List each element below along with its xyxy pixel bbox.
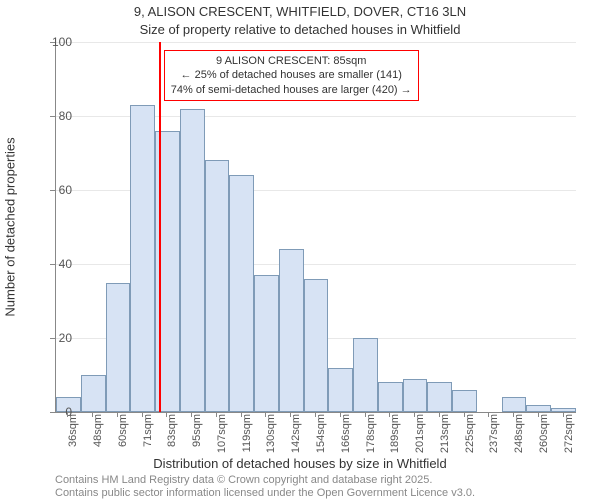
histogram-bar [502,397,527,412]
histogram-bar [180,109,205,412]
marker-info-line: 9 ALISON CRESCENT: 85sqm [171,54,412,68]
x-tick-label: 95sqm [191,414,203,454]
x-tick-label: 225sqm [464,414,476,454]
histogram-bar [452,390,477,412]
marker-info-line: 74% of semi-detached houses are larger (… [171,83,412,97]
histogram-bar [328,368,353,412]
x-tick-label: 60sqm [117,414,129,454]
x-tick-label: 36sqm [67,414,79,454]
histogram-bar [81,375,106,412]
y-tick-label: 40 [42,257,72,271]
y-tick-mark [50,264,55,265]
y-tick-mark [50,412,55,413]
chart-container: 9, ALISON CRESCENT, WHITFIELD, DOVER, CT… [0,0,600,500]
x-tick-label: 107sqm [216,414,228,454]
histogram-bar [229,175,254,412]
x-tick-label: 237sqm [488,414,500,454]
x-tick-label: 178sqm [365,414,377,454]
x-tick-label: 83sqm [166,414,178,454]
histogram-bar [353,338,378,412]
marker-info-box: 9 ALISON CRESCENT: 85sqm← 25% of detache… [164,50,419,101]
histogram-bar [254,275,279,412]
histogram-bar [378,382,403,412]
footer-line-1: Contains HM Land Registry data © Crown c… [55,474,432,486]
x-tick-label: 142sqm [290,414,302,454]
y-tick-mark [50,190,55,191]
histogram-bar [427,382,452,412]
y-tick-label: 20 [42,331,72,345]
y-tick-label: 100 [42,35,72,49]
y-tick-mark [50,338,55,339]
x-tick-label: 189sqm [389,414,401,454]
histogram-bar [403,379,428,412]
footer-line-2: Contains public sector information licen… [55,487,475,499]
page-subtitle: Size of property relative to detached ho… [0,22,600,37]
x-tick-label: 130sqm [265,414,277,454]
marker-info-line: ← 25% of detached houses are smaller (14… [171,68,412,82]
histogram-bar [106,283,131,413]
y-tick-mark [50,42,55,43]
histogram-bar [304,279,329,412]
x-tick-label: 48sqm [92,414,104,454]
histogram-bar [551,408,576,412]
marker-line [159,42,161,412]
x-tick-label: 260sqm [538,414,550,454]
page-title: 9, ALISON CRESCENT, WHITFIELD, DOVER, CT… [0,4,600,19]
histogram-bar [526,405,551,412]
x-tick-label: 71sqm [142,414,154,454]
x-tick-label: 201sqm [414,414,426,454]
x-tick-label: 166sqm [340,414,352,454]
x-tick-label: 213sqm [439,414,451,454]
histogram-bar [279,249,304,412]
grid-line [56,42,576,43]
y-tick-mark [50,116,55,117]
x-tick-label: 119sqm [241,414,253,454]
histogram-bar [205,160,230,412]
x-tick-label: 154sqm [315,414,327,454]
x-axis-label: Distribution of detached houses by size … [0,456,600,471]
y-tick-label: 60 [42,183,72,197]
y-tick-label: 80 [42,109,72,123]
x-tick-label: 248sqm [513,414,525,454]
x-tick-label: 272sqm [563,414,575,454]
y-axis-label: Number of detached properties [3,137,18,316]
histogram-bar [130,105,155,412]
